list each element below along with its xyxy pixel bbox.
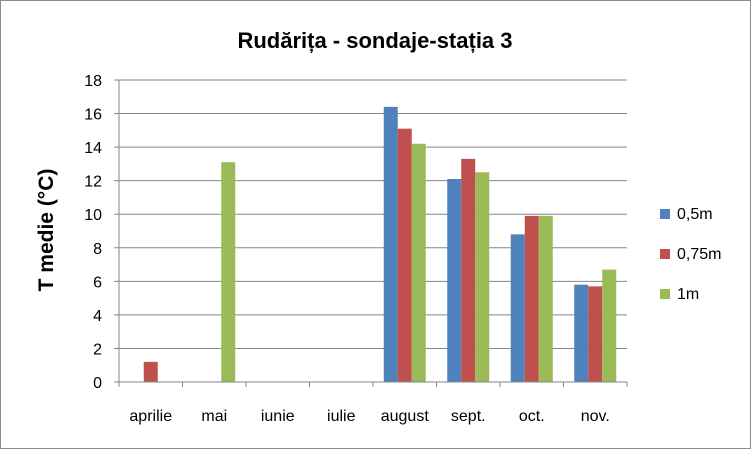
y-tick-label: 16 bbox=[84, 107, 102, 124]
legend-label: 0,75m bbox=[677, 246, 721, 263]
x-tick-label: aprilie bbox=[129, 408, 172, 425]
chart-title: Rudărița - sondaje-stația 3 bbox=[237, 28, 512, 53]
legend-swatch bbox=[660, 209, 670, 219]
legend: 0,5m 0,75m 1m bbox=[660, 206, 721, 303]
bar-0,5m-august bbox=[383, 106, 398, 382]
y-tick-label: 12 bbox=[84, 174, 102, 191]
bars bbox=[143, 106, 617, 382]
y-tick-label: 18 bbox=[84, 73, 102, 90]
x-tick-label: august bbox=[381, 408, 430, 425]
legend-label: 0,5m bbox=[677, 206, 713, 223]
y-tick-label: 14 bbox=[84, 140, 102, 157]
bar-0,5m-nov. bbox=[574, 284, 589, 382]
y-tick-label: 0 bbox=[93, 375, 102, 392]
bar-0,5m-sept. bbox=[447, 178, 462, 382]
x-tick-label: mai bbox=[201, 408, 227, 425]
axes bbox=[118, 80, 628, 387]
legend-swatch bbox=[660, 289, 670, 299]
y-tick-label: 8 bbox=[93, 241, 102, 258]
gridlines bbox=[114, 79, 627, 383]
bar-0,75m-august bbox=[397, 128, 412, 382]
y-tick-label: 4 bbox=[93, 308, 102, 325]
legend-swatch bbox=[660, 249, 670, 259]
y-tick-label: 6 bbox=[93, 274, 102, 291]
bar-0,75m-aprilie bbox=[143, 361, 158, 382]
y-tick-labels: 0 2 4 6 8 10 12 14 16 18 bbox=[84, 73, 102, 392]
legend-label: 1m bbox=[677, 286, 699, 303]
x-tick-label: iunie bbox=[261, 408, 295, 425]
x-tick-label: nov. bbox=[581, 408, 610, 425]
bar-0,75m-nov. bbox=[588, 286, 603, 382]
bar-0,5m-oct. bbox=[510, 234, 525, 382]
bar-1m-oct. bbox=[538, 215, 553, 382]
y-axis-label: T medie (°C) bbox=[35, 169, 58, 292]
bar-1m-sept. bbox=[475, 172, 490, 382]
bar-0,75m-oct. bbox=[524, 215, 539, 382]
bar-0,75m-sept. bbox=[461, 158, 476, 382]
x-tick-labels: aprilie mai iunie iulie august sept. oct. nov. bbox=[129, 408, 609, 425]
bar-1m-mai bbox=[221, 162, 236, 382]
bar-1m-nov. bbox=[602, 269, 617, 382]
bar-1m-august bbox=[411, 143, 426, 382]
x-tick-label: iulie bbox=[327, 408, 356, 425]
y-tick-label: 2 bbox=[93, 341, 102, 358]
x-tick-label: oct. bbox=[519, 408, 545, 425]
y-tick-label: 10 bbox=[84, 207, 102, 224]
x-tick-label: sept. bbox=[451, 408, 486, 425]
